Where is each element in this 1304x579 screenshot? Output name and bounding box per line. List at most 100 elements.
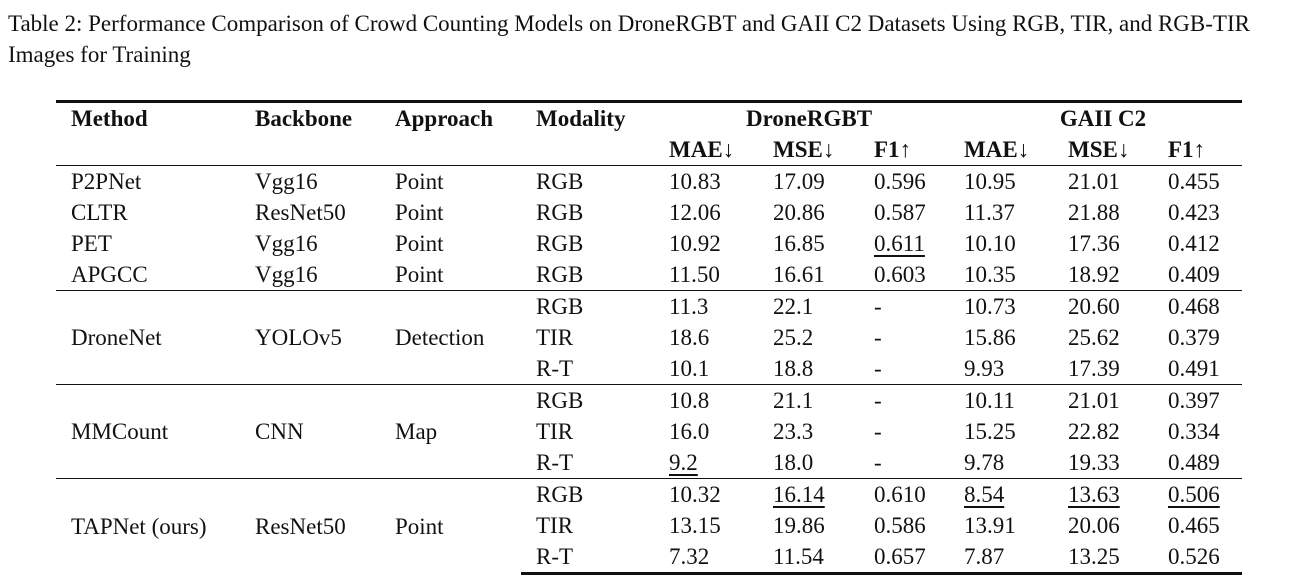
- cell-g-f1: 0.468: [1153, 290, 1243, 322]
- table-row: TIR 18.6 25.2 - 15.86 25.62 0.379: [56, 322, 1242, 353]
- header-method: Method: [56, 100, 240, 134]
- results-table: Method Backbone Approach Modality DroneR…: [56, 100, 1243, 575]
- cell-d-f1: 0.603: [874, 262, 926, 287]
- cell-d-mse: 11.54: [758, 541, 859, 575]
- cell-modality: TIR: [536, 419, 574, 444]
- cell-modality: RGB: [521, 290, 654, 322]
- cell-backbone: Vgg16: [255, 262, 318, 287]
- cell-method: DroneNet: [56, 290, 240, 385]
- cell-d-f1: -: [874, 419, 882, 444]
- cell-d-mae: 11.50: [669, 262, 720, 287]
- cell-g-f1: 0.379: [1168, 325, 1220, 350]
- cell-d-f1: 0.587: [874, 200, 926, 225]
- cell-d-mae: 10.83: [669, 169, 721, 194]
- cell-g-mse: 20.06: [1068, 513, 1120, 538]
- cell-d-mse: 20.86: [773, 200, 825, 225]
- cell-g-f1: 0.423: [1168, 200, 1220, 225]
- table-caption: Table 2: Performance Comparison of Crowd…: [8, 11, 1250, 67]
- cell-g-mae: 10.95: [964, 169, 1016, 194]
- cell-g-mae: 7.87: [949, 541, 1053, 575]
- cell-modality: R-T: [536, 450, 574, 475]
- cell-d-mae: 7.32: [654, 541, 758, 575]
- cell-d-mae: 11.3: [654, 290, 758, 322]
- header-dronergbt-f1: F1↑: [874, 137, 912, 162]
- cell-g-mae: 9.78: [964, 450, 1005, 475]
- header-dronergbt-mae: MAE↓: [669, 137, 735, 162]
- cell-method: P2PNet: [71, 169, 142, 194]
- cell-g-mae: 8.54: [949, 478, 1053, 510]
- header-modality: Modality: [521, 100, 654, 134]
- cell-g-mae: 10.10: [964, 231, 1016, 256]
- cell-d-mse: 16.14: [758, 478, 859, 510]
- cell-g-mae: 9.93: [964, 356, 1005, 381]
- cell-approach: Point: [380, 478, 521, 574]
- cell-g-mae: 13.91: [964, 513, 1016, 538]
- cell-g-f1: 0.489: [1168, 450, 1220, 475]
- header-gaii-f1: F1↑: [1168, 137, 1206, 162]
- cell-method: MMCount: [56, 384, 240, 479]
- cell-d-f1: -: [874, 450, 882, 475]
- cell-g-mse: 19.33: [1068, 450, 1120, 475]
- cell-modality: RGB: [521, 478, 654, 510]
- cell-d-f1: 0.596: [874, 169, 926, 194]
- table-row: TIR 13.15 19.86 0.586 13.91 20.06 0.465: [56, 510, 1242, 541]
- cell-g-mse: 13.63: [1053, 478, 1153, 510]
- header-row-metrics: MAE↓ MSE↓ F1↑ MAE↓ MSE↓ F1↑: [56, 134, 1243, 166]
- cell-g-mae: 10.73: [949, 290, 1053, 322]
- cell-g-f1: 0.506: [1153, 478, 1243, 510]
- cell-d-mae: 10.32: [654, 478, 758, 510]
- group-tapnet: TAPNet (ours) ResNet50 Point RGB 10.32 1…: [56, 478, 1243, 575]
- cell-g-f1: 0.526: [1153, 541, 1243, 575]
- group-mmcount: MMCount CNN Map RGB 10.8 21.1 - 10.11 21…: [56, 384, 1243, 479]
- cell-g-f1: 0.412: [1168, 231, 1220, 256]
- header-backbone: Backbone: [240, 100, 380, 134]
- cell-d-mse: 18.0: [773, 450, 814, 475]
- cell-d-mae: 18.6: [669, 325, 710, 350]
- cell-modality: R-T: [536, 356, 574, 381]
- cell-g-mse: 18.92: [1068, 262, 1120, 287]
- cell-modality: RGB: [536, 262, 584, 287]
- cell-g-mse: 21.01: [1068, 169, 1120, 194]
- cell-d-mse: 22.1: [758, 290, 859, 322]
- cell-d-mae: 10.1: [669, 356, 710, 381]
- cell-d-mae: 16.0: [669, 419, 710, 444]
- cell-g-f1: 0.334: [1168, 419, 1220, 444]
- cell-d-mse: 16.85: [773, 231, 825, 256]
- cell-g-mse: 17.36: [1068, 231, 1120, 256]
- cell-approach: Point: [395, 169, 444, 194]
- header-gaii-mae: MAE↓: [964, 137, 1030, 162]
- cell-method: TAPNet (ours): [56, 478, 240, 574]
- cell-d-mse: 18.8: [773, 356, 814, 381]
- table-row: CLTR ResNet50 Point RGB 12.06 20.86 0.58…: [56, 197, 1242, 228]
- cell-g-f1: 0.465: [1168, 513, 1220, 538]
- cell-backbone: ResNet50: [240, 478, 380, 574]
- cell-g-f1: 0.409: [1168, 262, 1220, 287]
- cell-d-mse: 25.2: [773, 325, 814, 350]
- table-row: MMCount CNN Map RGB 10.8 21.1 - 10.11 21…: [56, 384, 1243, 479]
- cell-d-f1: 0.657: [859, 541, 949, 575]
- table-row: R-T 7.32 11.54 0.657 7.87 13.25 0.526: [56, 541, 1243, 575]
- table-row: P2PNet Vgg16 Point RGB 10.83 17.09 0.596…: [56, 166, 1242, 198]
- table-row: R-T 10.1 18.8 - 9.93 17.39 0.491: [56, 353, 1242, 385]
- cell-d-f1: -: [874, 356, 882, 381]
- cell-d-mae: 13.15: [669, 513, 721, 538]
- cell-modality: RGB: [521, 384, 654, 416]
- table-row: TIR 16.0 23.3 - 15.25 22.82 0.334: [56, 416, 1242, 447]
- cell-g-mse: 25.62: [1068, 325, 1120, 350]
- cell-g-f1: 0.455: [1168, 169, 1220, 194]
- cell-backbone: ResNet50: [255, 200, 346, 225]
- cell-method: PET: [71, 231, 112, 256]
- cell-d-mse: 23.3: [773, 419, 814, 444]
- cell-method: APGCC: [71, 262, 148, 287]
- cell-g-f1: 0.397: [1153, 384, 1243, 416]
- cell-g-mae: 10.35: [964, 262, 1016, 287]
- cell-approach: Point: [395, 200, 444, 225]
- cell-d-f1: 0.611: [874, 231, 925, 256]
- cell-g-mse: 13.25: [1053, 541, 1153, 575]
- header-dronergbt: DroneRGBT: [654, 100, 949, 134]
- cell-d-mse: 21.1: [758, 384, 859, 416]
- cell-backbone: Vgg16: [255, 169, 318, 194]
- cell-backbone: YOLOv5: [240, 290, 380, 385]
- cell-modality: RGB: [536, 169, 584, 194]
- group-baselines: P2PNet Vgg16 Point RGB 10.83 17.09 0.596…: [56, 166, 1242, 291]
